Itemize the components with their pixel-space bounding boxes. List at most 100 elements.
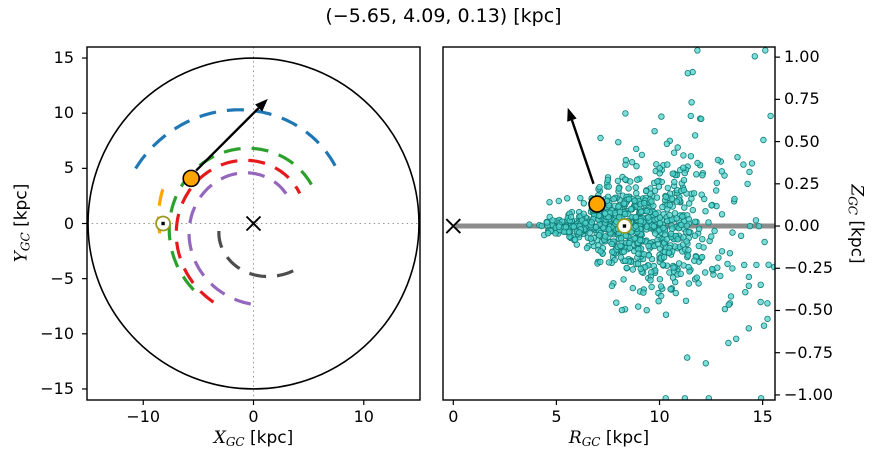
x-tick-label: −10 — [126, 407, 161, 426]
star-point — [761, 238, 768, 246]
star-point — [655, 298, 662, 305]
spiral-arm-purple — [187, 171, 292, 306]
star-point — [674, 144, 681, 151]
star-point — [718, 168, 725, 175]
motion-arrow — [570, 119, 595, 185]
star-point — [620, 248, 628, 255]
star-point — [746, 168, 753, 176]
star-point — [597, 258, 604, 266]
star-point — [597, 134, 604, 142]
motion-arrow-head — [255, 98, 268, 112]
star-point — [708, 233, 715, 240]
star-point — [691, 257, 698, 264]
star-point — [714, 156, 722, 164]
star-point — [660, 224, 667, 232]
x-tick-label: 15 — [752, 407, 773, 426]
star-point — [717, 272, 724, 280]
star-point — [757, 298, 764, 306]
star-point — [718, 211, 726, 218]
star-point — [629, 266, 636, 273]
motion-arrow — [195, 107, 260, 172]
star-point — [617, 254, 625, 261]
star-point — [715, 254, 722, 261]
axis-sub: GC — [581, 435, 601, 449]
star-point — [718, 248, 726, 255]
star-point — [705, 219, 712, 226]
y-tick-label: 15 — [53, 48, 74, 68]
axis-sub: GC — [845, 196, 860, 215]
right-axes-frame — [442, 46, 776, 401]
y-tick-label: 1.00 — [784, 47, 820, 67]
star-point — [580, 200, 587, 207]
star-point — [654, 178, 661, 185]
star-point — [637, 208, 645, 215]
star-point — [632, 223, 639, 230]
star-point — [688, 99, 695, 106]
star-point — [693, 171, 700, 178]
sun-marker-dot — [161, 221, 165, 226]
right-y-axis-label: ZGC [kpc] — [846, 184, 867, 263]
star-point — [669, 225, 676, 232]
star-point — [602, 210, 609, 217]
star-point — [647, 277, 654, 284]
star-point — [662, 395, 669, 400]
outer-circle — [87, 57, 420, 390]
star-point — [677, 270, 684, 277]
star-point — [622, 110, 629, 117]
star-point — [684, 252, 692, 259]
star-point — [734, 153, 741, 161]
star-point — [679, 213, 686, 220]
star-point — [641, 199, 648, 207]
galactic-center-marker — [445, 218, 461, 234]
star-point — [680, 186, 687, 194]
star-point — [673, 198, 680, 205]
star-point — [653, 194, 661, 201]
star-point — [684, 69, 691, 77]
star-point — [665, 249, 673, 256]
star-point — [620, 276, 627, 283]
star-point — [652, 230, 659, 237]
star-point — [702, 360, 709, 367]
star-point — [660, 254, 668, 261]
left-panel-plot — [87, 47, 420, 400]
star-point — [698, 253, 706, 261]
star-point — [662, 311, 670, 318]
star-point — [526, 221, 533, 228]
star-point — [681, 169, 688, 177]
star-point — [670, 149, 678, 156]
star-point — [658, 292, 665, 300]
star-point — [731, 195, 738, 203]
star-point — [577, 194, 584, 202]
x-tick-label: 10 — [649, 407, 670, 426]
star-point — [702, 207, 709, 215]
star-point — [727, 293, 735, 300]
star-point — [653, 161, 660, 168]
star-point — [580, 210, 587, 217]
star-point — [667, 285, 674, 293]
star-point — [659, 203, 666, 211]
axis-sub: GC — [225, 435, 245, 449]
star-point — [592, 223, 600, 231]
star-point — [555, 197, 562, 205]
star-point — [656, 164, 663, 172]
star-point — [741, 261, 748, 269]
star-point — [595, 232, 603, 239]
star-point — [694, 47, 701, 54]
star-point — [605, 226, 612, 233]
star-point — [744, 180, 751, 188]
star-point — [605, 259, 613, 266]
star-point — [713, 187, 720, 194]
star-point — [740, 161, 747, 168]
axis-unit: [kpc] — [600, 428, 650, 448]
star-point — [560, 228, 568, 236]
star-point — [673, 215, 680, 222]
spiral-arm-red — [174, 158, 302, 304]
star-point — [638, 151, 646, 159]
star-point — [544, 229, 552, 237]
star-point — [680, 164, 687, 171]
star-point — [691, 232, 699, 239]
star-point — [596, 183, 603, 191]
star-point — [666, 201, 673, 209]
star-point — [620, 200, 628, 207]
